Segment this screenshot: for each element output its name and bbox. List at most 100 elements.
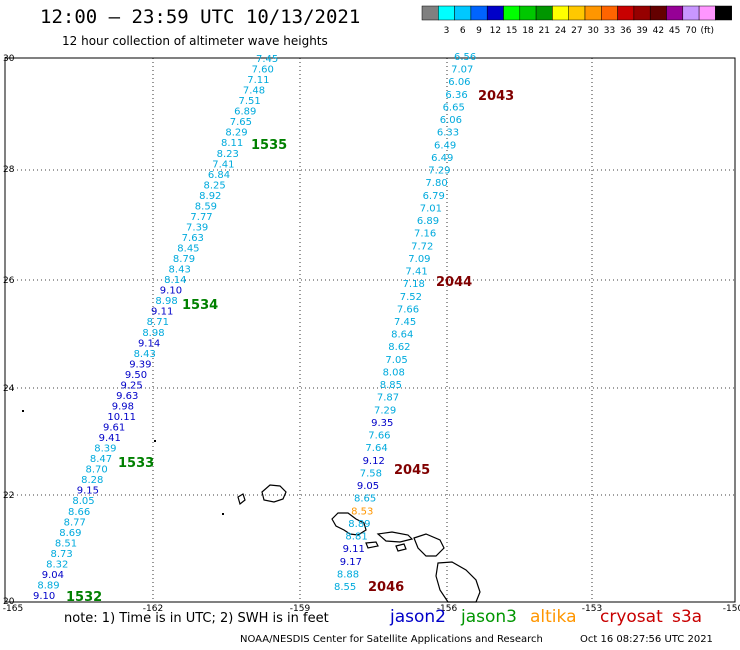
wave-height-value: 9.17 (340, 557, 362, 568)
wave-height-value: 8.92 (199, 191, 221, 202)
longitude-label: -150 (723, 604, 740, 614)
wave-height-value: 7.18 (403, 279, 425, 290)
wave-height-value: 7.39 (186, 222, 208, 233)
legend-altika: altika (530, 607, 577, 627)
legend-swatch (715, 5, 732, 21)
wave-height-value: 8.51 (55, 538, 77, 549)
legend-label: 36 (620, 26, 632, 36)
wave-height-value: 7.01 (420, 203, 442, 214)
legend-swatch (568, 5, 586, 21)
wave-height-value: 9.11 (151, 307, 173, 318)
legend-label: 45 (669, 26, 680, 36)
wave-height-value: 7.29 (374, 405, 396, 416)
wave-height-value: 8.53 (351, 506, 373, 517)
wave-height-value: 8.05 (72, 496, 94, 507)
wave-height-value: 9.63 (116, 391, 138, 402)
wave-height-value: 7.52 (400, 292, 422, 303)
longitude-label: -159 (290, 604, 311, 614)
wave-height-value: 7.63 (182, 233, 204, 244)
legend-swatch (682, 5, 700, 21)
legend-swatch (519, 5, 537, 21)
wave-height-value: 6.33 (437, 128, 459, 139)
wave-height-value: 6.06 (448, 77, 470, 88)
wave-height-value: 8.89 (37, 580, 59, 591)
footer-timestamp: Oct 16 08:27:56 UTC 2021 (580, 634, 713, 645)
wave-height-value: 7.41 (405, 267, 427, 278)
latitude-label: 22 (3, 491, 14, 501)
wave-height-value: 10.11 (107, 412, 136, 423)
legend-label: 21 (539, 26, 550, 36)
wave-height-value: 6.49 (431, 153, 453, 164)
wave-height-value: 7.65 (230, 117, 252, 128)
legend-s3a: s3a (672, 607, 703, 627)
wave-height-value: 8.62 (388, 342, 410, 353)
wave-height-value: 8.69 (59, 528, 81, 539)
legend-swatch (698, 5, 716, 21)
wave-height-value: 6.06 (440, 115, 462, 126)
wave-height-value: 7.66 (397, 304, 419, 315)
legend-swatch (454, 5, 472, 21)
wave-height-value: 9.10 (33, 591, 55, 602)
legend-label: 70 (685, 26, 697, 36)
legend-swatch (535, 5, 553, 21)
legend-label: 30 (587, 26, 599, 36)
wave-height-value: 8.11 (221, 138, 243, 149)
map-grid (5, 58, 735, 602)
wave-height-value: 8.85 (380, 380, 402, 391)
wave-height-value: 8.14 (164, 275, 186, 286)
wave-height-value: 9.35 (371, 418, 393, 429)
map-frame (4, 57, 736, 603)
latitude-label: 28 (3, 165, 15, 175)
legend-jason3: jason3 (461, 607, 517, 627)
wave-height-value: 8.66 (68, 507, 90, 518)
wave-height-value: 8.65 (354, 494, 376, 505)
track-label: 1535 (251, 138, 287, 153)
wave-height-value: 8.25 (204, 180, 226, 191)
wave-height-value: 8.79 (173, 254, 195, 265)
longitude-label: -156 (437, 604, 458, 614)
wave-height-value: 7.66 (368, 431, 390, 442)
legend-swatch (584, 5, 602, 21)
track-label: 2045 (394, 463, 430, 478)
latitude-labels: 30 28 26 24 22 20 (3, 54, 15, 607)
wave-height-value: 9.98 (112, 401, 134, 412)
wave-height-value: 7.07 (451, 65, 473, 76)
wave-height-value: 8.32 (46, 559, 68, 570)
map-title: 12:00 – 23:59 UTC 10/13/2021 (40, 6, 361, 28)
wave-height-value: 8.88 (337, 569, 359, 580)
map-subtitle: 12 hour collection of altimeter wave hei… (62, 34, 328, 48)
wave-height-value: 7.87 (377, 393, 399, 404)
wave-height-value: 8.89 (348, 519, 370, 530)
wave-height-value: 6.56 (454, 52, 476, 63)
legend-label: 6 (460, 26, 466, 36)
wave-height-value: 6.79 (423, 191, 445, 202)
legend-swatch (438, 5, 455, 21)
track-label: 1532 (66, 590, 102, 605)
track-label: 2046 (368, 580, 404, 595)
wave-height-value: 8.59 (195, 201, 217, 212)
legend-label: 9 (476, 26, 482, 36)
wave-height-value: 8.70 (85, 465, 107, 476)
wave-height-value: 8.81 (345, 532, 367, 543)
wave-height-value: 9.50 (125, 370, 147, 381)
wave-height-value: 7.64 (365, 443, 387, 454)
wave-height-value: 9.14 (138, 338, 160, 349)
wave-height-value: 8.47 (90, 454, 112, 465)
wave-height-value: 7.11 (247, 75, 269, 86)
wave-height-value: 7.41 (212, 159, 234, 170)
wave-height-value: 8.23 (217, 149, 239, 160)
wave-height-value: 8.73 (50, 549, 72, 560)
wave-height-value: 6.49 (434, 140, 456, 151)
latitude-label: 20 (3, 597, 15, 607)
wave-height-value: 9.25 (120, 380, 142, 391)
legend-swatch (503, 5, 521, 21)
wave-height-value: 8.98 (155, 296, 177, 307)
track-labels: 1532 1533 1534 1535 2043 2044 2045 2046 (66, 89, 514, 605)
wave-height-value: 6.89 (417, 216, 439, 227)
wave-height-value: 7.09 (408, 254, 430, 265)
longitude-label: -153 (582, 604, 602, 614)
wave-height-value: 9.61 (103, 423, 125, 434)
track-label: 1534 (182, 298, 218, 313)
wave-height-value: 7.45 (256, 54, 278, 65)
